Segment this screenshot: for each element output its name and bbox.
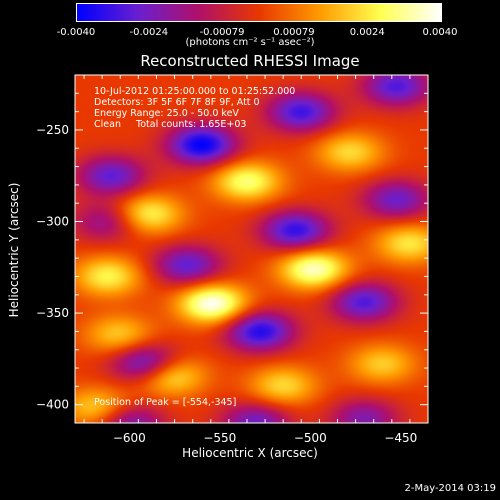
- overlay-algorithm: Clean Total counts: 1.65E+03: [94, 119, 247, 130]
- colorbar-tick-label: 0.00079: [273, 27, 315, 38]
- y-tick-label: −400: [36, 398, 69, 412]
- overlay-energy-range: Energy Range: 25.0 - 50.0 keV: [94, 108, 239, 119]
- y-tick-label: −250: [36, 123, 69, 137]
- overlay-detectors: Detectors: 3F 5F 6F 7F 8F 9F, Att 0: [94, 97, 260, 108]
- x-tick-label: −600: [113, 431, 146, 445]
- colorbar-tick-label: -0.0024: [129, 27, 169, 38]
- peak-position-text: Position of Peak = [-554,-345]: [94, 397, 237, 408]
- plot-frame: [74, 74, 429, 424]
- colorbar: [76, 3, 442, 22]
- x-axis-label: Heliocentric X (arcsec): [182, 446, 318, 460]
- x-tick-label: −500: [294, 431, 327, 445]
- colorbar-tick-label: 0.0040: [422, 27, 458, 38]
- chart-title: Reconstructed RHESSI Image: [140, 52, 360, 70]
- colorbar-tick-label: -0.00079: [199, 27, 245, 38]
- y-tick-label: −350: [36, 306, 69, 320]
- colorbar-units-label: (photons cm⁻² s⁻¹ asec⁻²): [185, 37, 315, 48]
- x-tick-label: −550: [203, 431, 236, 445]
- footer-timestamp: 2-May-2014 03:19: [404, 483, 496, 494]
- overlay-time-range: 10-Jul-2012 01:25:00.000 to 01:25:52.000: [94, 86, 296, 97]
- y-axis-label: Heliocentric Y (arcsec): [7, 182, 21, 318]
- colorbar-tick-label: -0.0040: [56, 27, 96, 38]
- y-tick-label: −300: [36, 215, 69, 229]
- heatmap-image: [75, 75, 428, 423]
- x-tick-label: −450: [384, 431, 417, 445]
- colorbar-tick-label: 0.0024: [349, 27, 385, 38]
